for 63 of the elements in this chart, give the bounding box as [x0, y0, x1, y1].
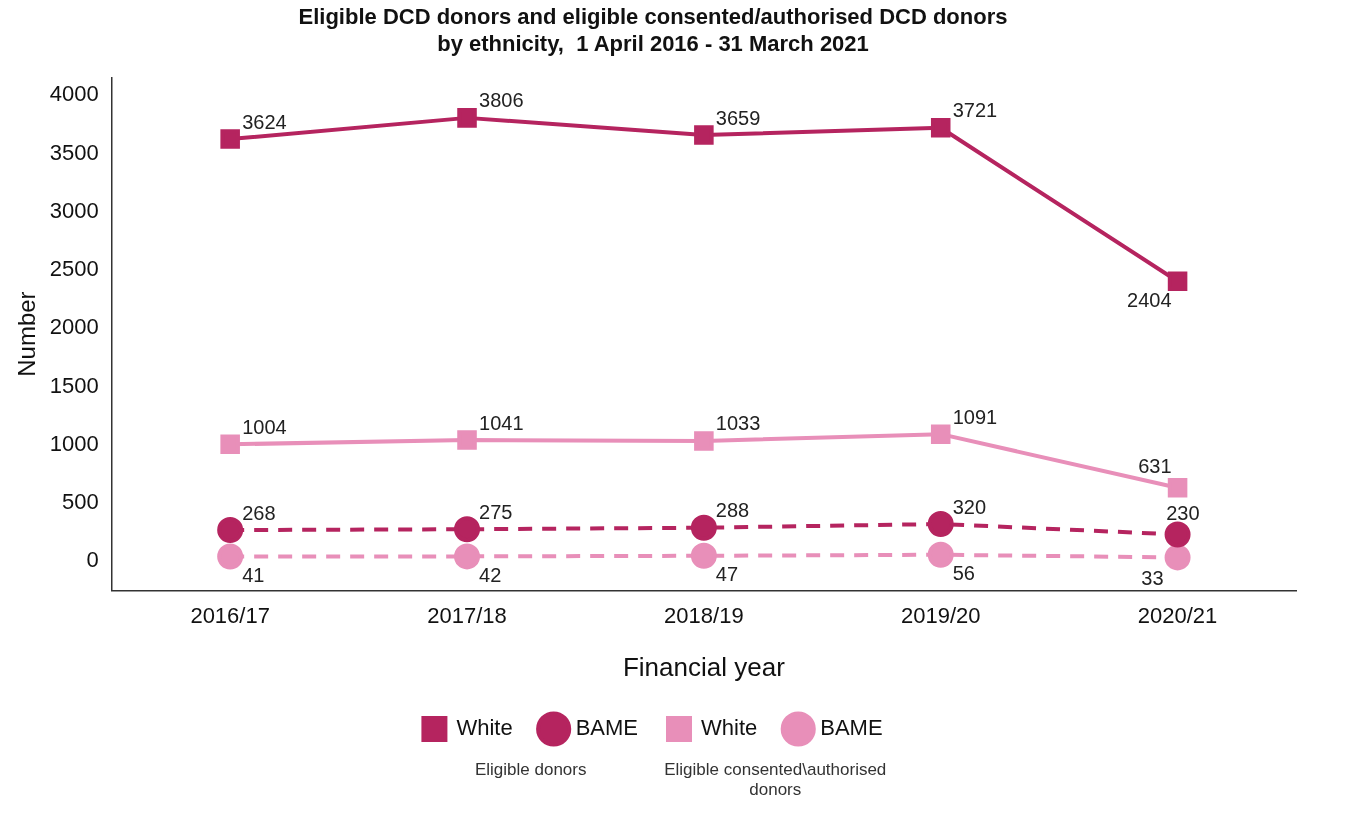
data-label: 275	[479, 500, 513, 523]
point	[454, 516, 481, 543]
data-label: 47	[715, 563, 739, 586]
point	[220, 129, 240, 149]
data-label: 1033	[715, 412, 761, 435]
y-axis-title: Number	[13, 291, 41, 377]
point	[927, 511, 954, 537]
point	[217, 517, 244, 544]
data-label: 3659	[715, 106, 761, 129]
data-label: 288	[715, 499, 750, 522]
data-label: 3721	[952, 99, 998, 122]
data-label: 1041	[479, 411, 524, 434]
data-label: 56	[952, 562, 975, 585]
text: Eligible donors	[473, 760, 588, 780]
y-tick-label: 3000	[49, 197, 99, 223]
y-tick-label: 3500	[49, 139, 99, 165]
x-tick-label: 2018/19	[664, 602, 744, 628]
y-tick-label: 500	[62, 489, 99, 515]
data-label: 41	[242, 564, 265, 587]
x-axis-title: Financial year	[622, 651, 786, 682]
y-tick-label: 1500	[49, 372, 99, 398]
point	[694, 125, 714, 145]
chart-title: Eligible DCD donors and eligible consented/authorised DCD donors by ethnicity, 1 April 2016 - 31 March 2021	[298, 4, 1008, 56]
point	[930, 424, 951, 444]
text: Eligible consented\authorised donors	[663, 760, 888, 800]
legend-label: White	[701, 715, 758, 741]
point	[1164, 544, 1191, 571]
data-label: 320	[952, 495, 987, 518]
point	[690, 514, 717, 541]
data-label: 33	[1141, 566, 1164, 589]
x-tick-label: 2020/21	[1137, 602, 1218, 628]
legend-label: BAME	[575, 715, 639, 741]
legend-label: White	[456, 715, 513, 741]
point	[457, 430, 477, 450]
point	[930, 118, 951, 138]
data-label: 42	[479, 563, 502, 586]
data-label: 1091	[952, 405, 998, 428]
point	[1167, 271, 1188, 291]
y-tick-label: 2000	[49, 314, 99, 340]
point	[690, 542, 717, 569]
point	[1164, 521, 1191, 548]
x-tick-label: 2016/17	[190, 602, 270, 628]
data-label: 230	[1166, 502, 1200, 524]
data-label: 2404	[1127, 288, 1172, 311]
data-label: 3624	[242, 110, 287, 133]
x-tick-label: 2019/20	[900, 602, 981, 628]
point	[454, 543, 481, 570]
point	[217, 543, 244, 570]
y-tick-label: 4000	[49, 81, 99, 107]
y-tick-label: 0	[86, 547, 99, 573]
x-tick-label: 2017/18	[427, 602, 507, 628]
data-label: 268	[242, 501, 276, 524]
y-tick-label: 1000	[49, 430, 99, 456]
legend-label: BAME	[820, 715, 883, 741]
point	[457, 108, 477, 128]
data-label: 631	[1138, 455, 1172, 478]
data-label: 3806	[479, 89, 524, 112]
data-label: 1004	[242, 415, 287, 438]
point	[694, 431, 714, 451]
point	[1167, 477, 1188, 498]
point	[927, 541, 954, 568]
y-tick-label: 2500	[49, 256, 99, 282]
point	[220, 434, 240, 455]
